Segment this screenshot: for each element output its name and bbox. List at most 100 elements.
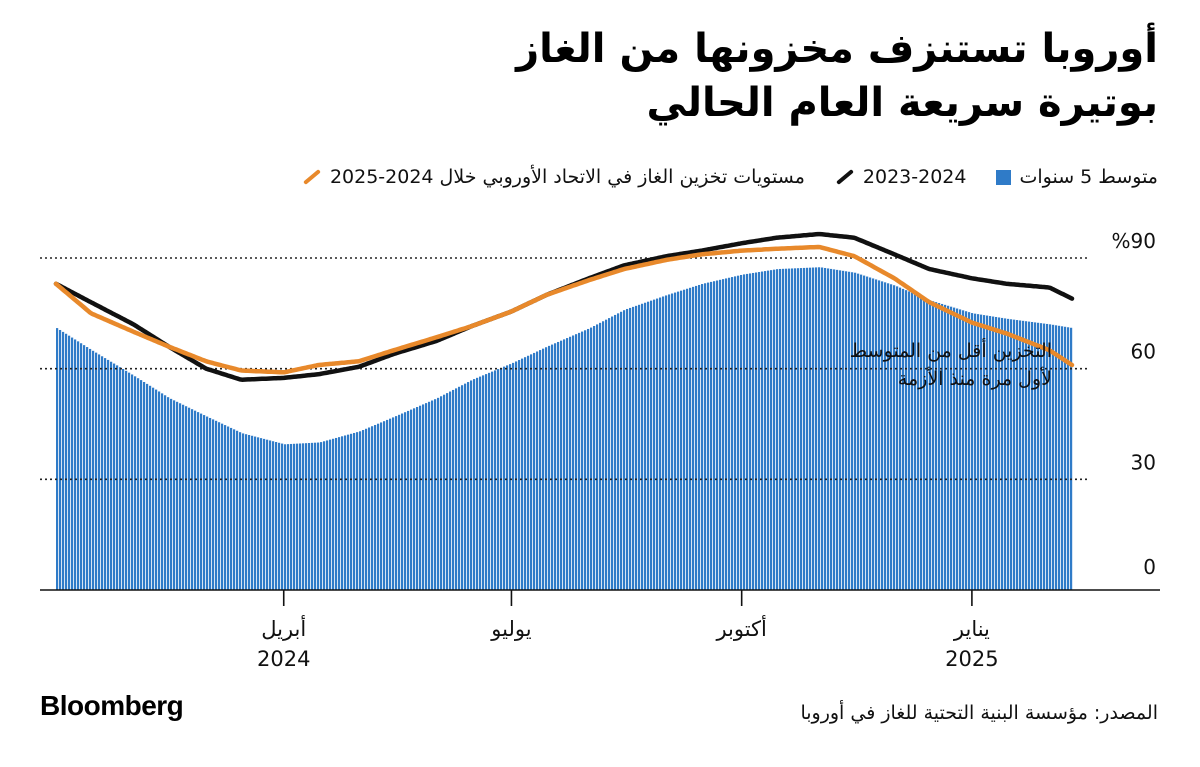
- average-bar: [485, 374, 488, 590]
- average-bar: [167, 397, 170, 590]
- average-bar: [761, 271, 764, 590]
- average-bar: [686, 288, 689, 590]
- average-bar: [980, 314, 983, 590]
- average-bar: [110, 361, 113, 590]
- average-bar: [494, 370, 497, 590]
- average-bar: [842, 270, 845, 590]
- average-bar: [371, 426, 374, 590]
- average-bar: [776, 269, 779, 590]
- average-bar: [635, 305, 638, 590]
- average-bar: [566, 338, 569, 590]
- average-bar: [137, 378, 140, 590]
- average-bar: [749, 273, 752, 590]
- average-bar: [179, 403, 182, 590]
- average-bar: [197, 412, 200, 590]
- y-tick-label: 60: [1131, 340, 1156, 364]
- average-bar: [401, 413, 404, 590]
- average-bar: [869, 277, 872, 590]
- average-bar: [704, 283, 707, 590]
- average-bar: [188, 407, 191, 590]
- source-note: المصدر: مؤسسة البنية التحتية للغاز في أو…: [800, 702, 1158, 724]
- average-bar: [416, 407, 419, 590]
- average-bar: [251, 435, 254, 590]
- average-bar: [74, 339, 77, 590]
- average-bar: [542, 348, 545, 590]
- average-bar: [770, 270, 773, 590]
- average-bar: [437, 397, 440, 590]
- average-bar: [548, 345, 551, 590]
- average-bar: [458, 386, 461, 590]
- average-bar: [860, 274, 863, 590]
- average-bar: [311, 442, 314, 590]
- average-bar: [989, 316, 992, 590]
- average-bar: [959, 309, 962, 590]
- average-bar: [962, 310, 965, 590]
- average-bar: [233, 429, 236, 590]
- annotation-line1: التخزين أقل من المتوسط: [850, 338, 1052, 362]
- average-bar: [998, 317, 1001, 590]
- average-bar: [995, 316, 998, 590]
- average-bar: [383, 421, 386, 590]
- series-lines: [53, 231, 1075, 382]
- average-bar: [248, 434, 251, 590]
- average-bar: [122, 369, 125, 590]
- average-bar: [560, 340, 563, 590]
- average-bar: [431, 400, 434, 590]
- average-bar: [713, 281, 716, 590]
- average-bar: [350, 433, 353, 590]
- average-bar: [56, 328, 59, 590]
- average-bar: [1049, 324, 1052, 590]
- average-bar: [446, 393, 449, 590]
- average-bar: [896, 286, 899, 590]
- chart-plot: 0 30 60 %90 أبريل 2024 يوليو أكتوبر يناير 2025 ال…: [40, 229, 1160, 671]
- average-bar: [929, 300, 932, 590]
- average-bar: [572, 335, 575, 590]
- average-bar: [758, 272, 761, 590]
- average-bar: [863, 275, 866, 590]
- average-bar: [83, 345, 86, 590]
- average-bar: [608, 318, 611, 590]
- average-bar: [101, 356, 104, 590]
- average-bar: [407, 410, 410, 590]
- average-bar: [605, 319, 608, 590]
- average-bar: [965, 311, 968, 590]
- y-tick-label: 30: [1131, 450, 1156, 474]
- average-bar: [602, 321, 605, 590]
- average-bar: [854, 272, 857, 590]
- average-bar: [296, 443, 299, 590]
- average-bar: [329, 439, 332, 590]
- average-bar: [509, 364, 512, 590]
- average-bar: [893, 285, 896, 590]
- average-bar: [788, 268, 791, 590]
- average-bar: [434, 399, 437, 590]
- average-bar: [728, 277, 731, 590]
- average-bar: [971, 313, 974, 590]
- average-bar: [878, 280, 881, 590]
- average-bar: [614, 314, 617, 590]
- average-bar: [839, 270, 842, 590]
- average-bar: [140, 380, 143, 590]
- x-tick-label-month: أكتوبر: [715, 615, 766, 641]
- average-bar: [320, 442, 323, 590]
- average-bar: [545, 347, 548, 590]
- average-bar: [479, 376, 482, 590]
- average-bar: [1022, 320, 1025, 590]
- average-bar: [506, 365, 509, 590]
- average-bar: [476, 377, 479, 590]
- average-bar: [701, 284, 704, 590]
- legend-item-previous: 2023-2024: [835, 166, 966, 188]
- average-bar: [158, 391, 161, 590]
- average-bar: [719, 279, 722, 590]
- average-bar: [323, 441, 326, 590]
- average-bar: [278, 442, 281, 590]
- average-bar: [107, 359, 110, 590]
- average-bar: [575, 334, 578, 590]
- average-bar: [239, 432, 242, 590]
- average-bar: [908, 291, 911, 590]
- average-bar: [200, 413, 203, 590]
- average-bar: [521, 358, 524, 590]
- average-bar: [710, 281, 713, 590]
- average-bar: [275, 442, 278, 590]
- average-bar: [428, 401, 431, 590]
- average-bar: [380, 422, 383, 590]
